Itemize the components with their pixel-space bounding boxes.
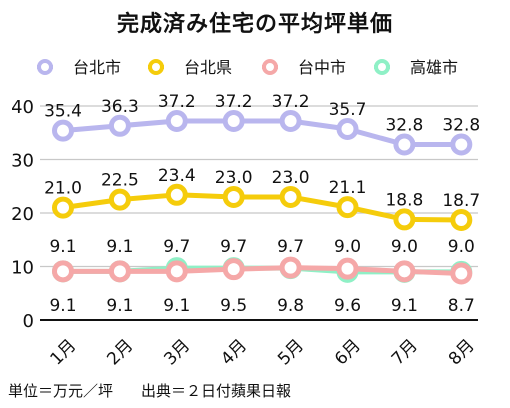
chart-title: 完成済み住宅の平均坪単価 [116, 12, 393, 37]
data-point [393, 260, 416, 283]
data-point [222, 258, 245, 281]
y-tick-label: 30 [11, 151, 34, 172]
data-point [165, 260, 188, 283]
series-layer [52, 109, 473, 285]
data-point [165, 183, 188, 206]
data-point [165, 109, 188, 132]
data-point [108, 260, 131, 283]
data-label: 21.0 [44, 179, 82, 199]
data-point [52, 260, 74, 283]
data-point [222, 185, 245, 208]
data-label: 22.5 [101, 171, 139, 191]
legend-label: 台中市 [298, 58, 346, 77]
x-tick-label: 2月 [103, 336, 137, 370]
data-point [450, 262, 473, 285]
data-point [108, 114, 131, 137]
data-label: 9.1 [106, 237, 133, 257]
data-point [336, 118, 359, 141]
data-label: 36.3 [101, 97, 139, 117]
data-label: 35.7 [329, 100, 367, 120]
data-point [108, 188, 131, 211]
data-label: 9.8 [277, 296, 304, 316]
data-label: 9.0 [334, 237, 361, 257]
data-label: 18.7 [442, 191, 480, 211]
legend-swatch-marker [148, 59, 164, 75]
data-label: 37.2 [272, 92, 310, 112]
data-point [52, 196, 74, 219]
data-point [279, 185, 302, 208]
data-label: 8.7 [448, 296, 475, 316]
data-label: 9.1 [163, 296, 190, 316]
data-label: 9.7 [220, 237, 247, 257]
y-tick-label: 10 [11, 258, 34, 279]
data-label: 9.1 [49, 237, 76, 257]
x-tick-label: 1月 [47, 336, 81, 370]
data-point [450, 133, 473, 156]
data-label: 9.6 [334, 296, 361, 316]
data-label: 23.0 [215, 168, 253, 188]
data-point [336, 257, 359, 280]
x-tick-label: 4月 [217, 336, 251, 370]
data-label: 32.8 [385, 116, 423, 136]
x-tick-label: 8月 [445, 336, 479, 370]
x-tick-label: 6月 [331, 336, 365, 370]
x-tick-label: 7月 [388, 336, 422, 370]
data-label: 21.1 [329, 178, 367, 198]
legend-swatch-marker [262, 59, 278, 75]
legend-label: 台北県 [184, 58, 232, 77]
data-label: 9.7 [163, 237, 190, 257]
data-point [52, 119, 74, 142]
chart-footer: 単位＝万元／坪 出典＝２日付蘋果日報 [8, 380, 291, 401]
unit-note: 単位＝万元／坪 [8, 382, 114, 400]
y-tick-label: 0 [23, 311, 34, 332]
data-label: 37.2 [215, 92, 253, 112]
data-label: 9.1 [391, 296, 418, 316]
y-tick-label: 40 [11, 97, 34, 118]
data-label: 37.2 [158, 92, 196, 112]
data-point [393, 208, 416, 231]
legend-label: 台北市 [73, 58, 121, 77]
data-label: 9.7 [277, 237, 304, 257]
data-point [222, 109, 245, 132]
data-label: 23.4 [158, 166, 196, 186]
data-label: 9.0 [448, 237, 475, 257]
data-label: 18.8 [385, 190, 423, 210]
data-point [336, 196, 359, 219]
data-label: 9.5 [220, 296, 247, 316]
data-labels: 35.4 36.3 37.2 37.2 37.2 35.7 32.8 32.8 21.0 22.5… [44, 92, 480, 316]
x-tick-label: 5月 [274, 336, 308, 370]
legend-swatch-marker [374, 59, 390, 75]
data-label: 23.0 [272, 168, 310, 188]
data-point [279, 256, 302, 279]
data-label: 32.8 [442, 116, 480, 136]
data-point [393, 133, 416, 156]
data-label: 35.4 [44, 102, 82, 122]
legend-swatch-marker [37, 59, 53, 75]
legend-label: 高雄市 [410, 58, 458, 77]
data-point [450, 208, 473, 231]
data-label: 9.1 [106, 296, 133, 316]
data-point [279, 109, 302, 132]
source-note: 出典＝２日付蘋果日報 [141, 382, 292, 400]
legend: 台北市 台北県 台中市 高雄市 [37, 58, 458, 77]
data-label: 9.0 [391, 237, 418, 257]
y-tick-label: 20 [11, 204, 34, 225]
data-label: 9.1 [49, 296, 76, 316]
x-tick-label: 3月 [160, 336, 194, 370]
